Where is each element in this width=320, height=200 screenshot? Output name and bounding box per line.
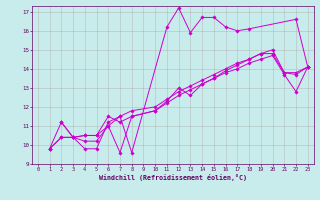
X-axis label: Windchill (Refroidissement éolien,°C): Windchill (Refroidissement éolien,°C) <box>99 174 247 181</box>
